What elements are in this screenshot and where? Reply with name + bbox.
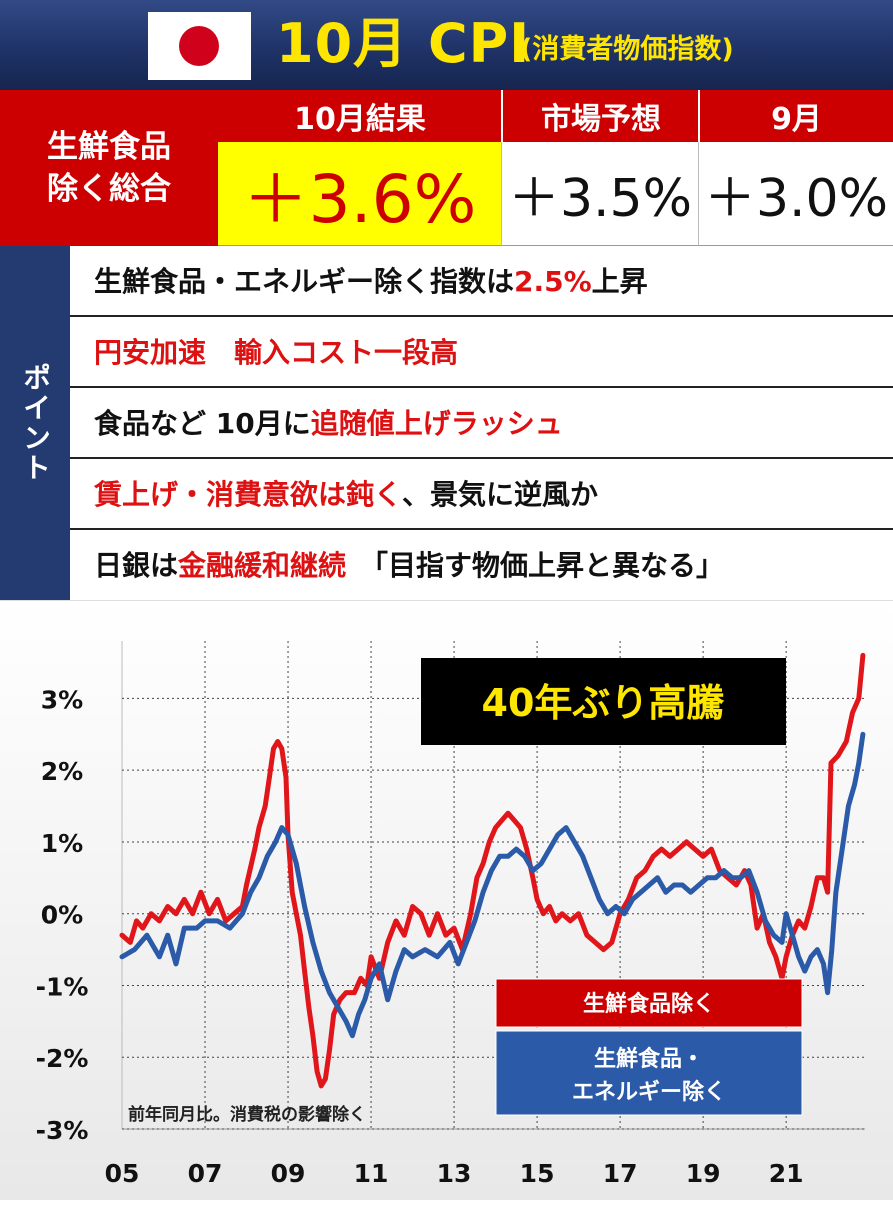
x-tick-label: 11 bbox=[354, 1159, 389, 1188]
series-line-ex-fresh-food bbox=[119, 652, 866, 1089]
chart-area: 3% 2% 1% 0% -1% -2% -3% 05 07 09 11 13 15 17 19 21 40年… bbox=[0, 600, 893, 1200]
x-tick-label: 19 bbox=[686, 1159, 721, 1188]
series-line-ex-fresh-food-energy bbox=[119, 731, 866, 1039]
chart-series bbox=[119, 652, 866, 1089]
point-text-segment: 賃上げ・消費意欲は鈍く bbox=[94, 478, 403, 511]
x-tick-label: 13 bbox=[437, 1159, 472, 1188]
point-text-segment: 2.5% bbox=[514, 265, 592, 298]
row-label-line1: 生鮮食品 bbox=[47, 129, 171, 165]
flag-sun bbox=[179, 26, 219, 66]
legend-red-label: 生鮮食品除く bbox=[583, 991, 715, 1017]
point-text-segment: 日銀は bbox=[94, 549, 179, 582]
japan-flag-icon bbox=[148, 12, 251, 80]
page-title: 10月 CPI bbox=[276, 12, 531, 75]
x-tick-label: 07 bbox=[188, 1159, 223, 1188]
points-panel: ポイント 生鮮食品・エネルギー除く指数は2.5%上昇 円安加速 輸入コスト一段高… bbox=[0, 246, 893, 600]
y-tick-label: -2% bbox=[36, 1044, 89, 1073]
point-row: 賃上げ・消費意欲は鈍く、景気に逆風か bbox=[70, 459, 893, 530]
x-tick-label: 17 bbox=[603, 1159, 638, 1188]
x-tick-label: 15 bbox=[520, 1159, 555, 1188]
cpi-line-chart: 3% 2% 1% 0% -1% -2% -3% 05 07 09 11 13 15 17 19 21 40年… bbox=[36, 641, 866, 1188]
y-tick-label: 1% bbox=[41, 829, 83, 858]
header-banner: 10月 CPI (消費者物価指数) bbox=[0, 0, 893, 90]
column-header-september: 9月 bbox=[700, 90, 893, 142]
chart-note: 前年同月比。消費税の影響除く bbox=[128, 1104, 366, 1125]
header-divider bbox=[698, 90, 700, 142]
column-header-forecast: 市場予想 bbox=[503, 90, 699, 142]
value-september: ＋3.0% bbox=[699, 142, 893, 246]
point-row: 食品など 10月に追随値上げラッシュ bbox=[70, 388, 893, 459]
y-tick-label: 3% bbox=[41, 685, 83, 714]
column-header-result: 10月結果 bbox=[218, 90, 502, 142]
point-text-segment: 金融緩和継続 bbox=[178, 549, 347, 582]
y-tick-label: 0% bbox=[41, 901, 83, 930]
x-tick-label: 21 bbox=[769, 1159, 804, 1188]
point-text-segment: 生鮮食品・エネルギー除く指数は bbox=[94, 265, 515, 298]
point-text-segment: 円安加速 輸入コスト一段高 bbox=[94, 336, 459, 369]
point-text-segment: 「目指す物価上昇と異なる」 bbox=[346, 549, 725, 582]
legend-blue-label-line1: 生鮮食品・ bbox=[594, 1046, 704, 1072]
y-tick-label: -3% bbox=[36, 1116, 89, 1145]
point-text-segment: 上昇 bbox=[591, 265, 648, 298]
value-forecast: ＋3.5% bbox=[502, 142, 699, 246]
header-divider bbox=[501, 90, 503, 142]
point-row: 円安加速 輸入コスト一段高 bbox=[70, 317, 893, 388]
legend-red-box bbox=[495, 978, 803, 1028]
annotation-box bbox=[421, 658, 786, 745]
page-subtitle: (消費者物価指数) bbox=[520, 34, 734, 65]
x-tick-labels: 05 07 09 11 13 15 17 19 21 bbox=[105, 1159, 804, 1188]
point-text-segment: 追随値上げラッシュ bbox=[310, 407, 563, 440]
value-result: ＋3.6% bbox=[218, 142, 502, 246]
legend-blue-box bbox=[495, 1030, 803, 1116]
row-label: 生鮮食品 除く総合 bbox=[0, 90, 218, 246]
annotation-text: 40年ぶり高騰 bbox=[482, 681, 725, 725]
y-tick-label: -1% bbox=[36, 972, 89, 1001]
point-row: 日銀は金融緩和継続 「目指す物価上昇と異なる」 bbox=[70, 530, 893, 601]
x-tick-label: 09 bbox=[271, 1159, 306, 1188]
chart-legend: 生鮮食品除く 生鮮食品・ エネルギー除く bbox=[495, 978, 803, 1116]
points-label: ポイント bbox=[0, 246, 70, 600]
y-tick-label: 2% bbox=[41, 757, 83, 786]
result-table: 生鮮食品 除く総合 10月結果 市場予想 9月 ＋3.6% ＋3.5% ＋3.0… bbox=[0, 90, 893, 246]
row-label-line2: 除く総合 bbox=[47, 171, 171, 207]
point-text-segment: 食品など 10月に bbox=[94, 407, 311, 440]
legend-blue-label-line2: エネルギー除く bbox=[572, 1079, 726, 1105]
y-tick-labels: 3% 2% 1% 0% -1% -2% -3% bbox=[36, 685, 89, 1145]
point-row: 生鮮食品・エネルギー除く指数は2.5%上昇 bbox=[70, 246, 893, 317]
x-tick-label: 05 bbox=[105, 1159, 140, 1188]
point-text-segment: 、景気に逆風か bbox=[402, 478, 599, 511]
